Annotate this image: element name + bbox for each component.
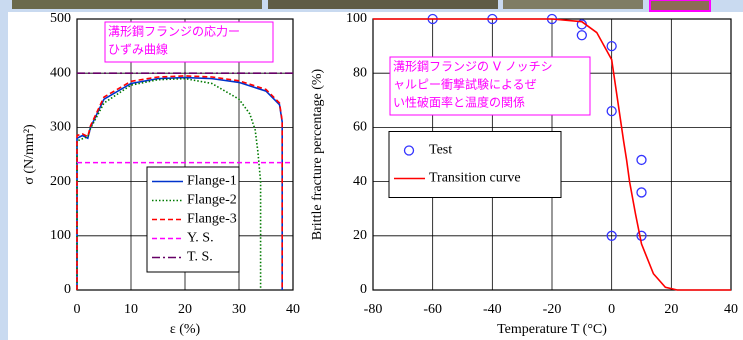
data-point [576, 30, 587, 41]
data-line [373, 18, 731, 291]
y-tick-label: 500 [50, 11, 71, 26]
y-axis-label: Brittle fracture percentage (%) [310, 68, 325, 240]
y-tick-label: 300 [50, 120, 71, 135]
legend-label: Flange-1 [187, 174, 237, 189]
photo [12, 0, 262, 9]
legend-box [388, 131, 562, 198]
x-tick-label: 20 [664, 302, 678, 317]
legend-label: Flange-3 [187, 212, 237, 227]
y-tick-label: 40 [353, 174, 367, 189]
legend-label: Transition curve [429, 171, 521, 186]
x-axis-label: Temperature T (°C) [497, 322, 607, 337]
x-tick-label: 20 [178, 302, 192, 317]
y-axis-label: σ (N/mm²) [22, 124, 37, 185]
x-tick-label: 0 [74, 302, 81, 317]
side-strip [0, 0, 8, 340]
data-line [76, 76, 283, 290]
legend-label: T. S. [187, 250, 213, 265]
annotation: 溝形鋼フランジの V ノッチシ [393, 60, 553, 74]
x-tick-label: 40 [286, 302, 300, 317]
y-tick-label: 20 [353, 228, 367, 243]
y-tick-label: 80 [353, 65, 367, 80]
legend-label: Test [429, 143, 452, 158]
annotation: 溝形鋼フランジの応力ー [108, 25, 240, 39]
y-tick-label: 100 [50, 228, 71, 243]
x-tick-label: -40 [483, 302, 502, 317]
x-axis-label: ε (%) [170, 322, 201, 337]
x-tick-label: -20 [543, 302, 562, 317]
data-point [606, 230, 617, 241]
data-point [606, 105, 617, 117]
photo [268, 0, 498, 9]
data-line [76, 75, 283, 290]
annotation-box [104, 21, 274, 63]
photo [503, 0, 643, 9]
y-tick-label: 0 [64, 282, 71, 297]
data-point [636, 187, 647, 198]
x-tick-label: 0 [608, 302, 615, 317]
x-tick-label: 30 [232, 302, 246, 317]
x-tick-label: -80 [364, 302, 383, 317]
y-tick-label: 200 [50, 174, 71, 189]
x-tick-label: -60 [423, 302, 442, 317]
y-tick-label: 0 [360, 282, 367, 297]
annotation: い性破面率と温度の関係 [393, 95, 525, 110]
annotation-box [389, 56, 591, 116]
data-point [606, 40, 617, 52]
legend-label: Flange-2 [187, 193, 237, 208]
photo [649, 0, 711, 12]
annotation: ひずみ曲線 [108, 42, 168, 57]
legend-label: Y. S. [187, 231, 214, 246]
legend-symbol [403, 145, 415, 156]
y-tick-label: 100 [346, 11, 367, 26]
x-tick-label: 10 [124, 302, 138, 317]
y-tick-label: 60 [353, 120, 367, 135]
y-tick-label: 400 [50, 65, 71, 80]
data-point [636, 154, 647, 166]
annotation: ャルピー衝撃試験によるぜ [393, 77, 537, 92]
x-tick-label: 40 [724, 302, 738, 317]
